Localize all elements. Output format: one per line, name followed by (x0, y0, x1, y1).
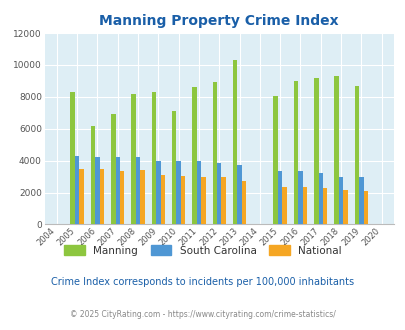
Bar (176, 161, 181, 224)
Bar (221, 177, 225, 224)
Bar (91, 126, 95, 224)
Bar (241, 181, 245, 224)
Bar (216, 163, 221, 224)
Bar (181, 176, 185, 224)
Bar (322, 188, 326, 224)
Bar (338, 177, 343, 224)
Bar (282, 187, 286, 224)
Bar (160, 175, 164, 224)
Bar (156, 161, 160, 224)
Text: Crime Index corresponds to incidents per 100,000 inhabitants: Crime Index corresponds to incidents per… (51, 278, 354, 287)
Bar (273, 96, 277, 224)
Bar (200, 177, 205, 224)
Bar (70, 92, 75, 224)
Bar (237, 165, 241, 224)
Bar (318, 173, 322, 224)
Bar (79, 169, 83, 224)
Bar (75, 156, 79, 224)
Bar (172, 111, 176, 224)
Bar (140, 170, 144, 224)
Bar (100, 169, 104, 224)
Bar (192, 87, 196, 224)
Bar (120, 171, 124, 224)
Bar (135, 157, 140, 224)
Bar (151, 92, 156, 224)
Bar (342, 190, 347, 224)
Text: © 2025 CityRating.com - https://www.cityrating.com/crime-statistics/: © 2025 CityRating.com - https://www.city… (70, 310, 335, 319)
Bar (333, 76, 338, 224)
Title: Manning Property Crime Index: Manning Property Crime Index (99, 14, 338, 28)
Bar (131, 94, 135, 224)
Bar (358, 177, 363, 224)
Bar (298, 171, 302, 224)
Bar (363, 191, 367, 224)
Bar (115, 157, 120, 224)
Bar (212, 82, 216, 224)
Bar (277, 171, 282, 224)
Bar (232, 60, 237, 224)
Bar (293, 81, 297, 224)
Bar (313, 78, 318, 224)
Bar (302, 187, 307, 224)
Bar (196, 161, 201, 224)
Bar (354, 86, 358, 224)
Legend: Manning, South Carolina, National: Manning, South Carolina, National (60, 241, 345, 260)
Bar (111, 115, 115, 224)
Bar (95, 157, 100, 224)
